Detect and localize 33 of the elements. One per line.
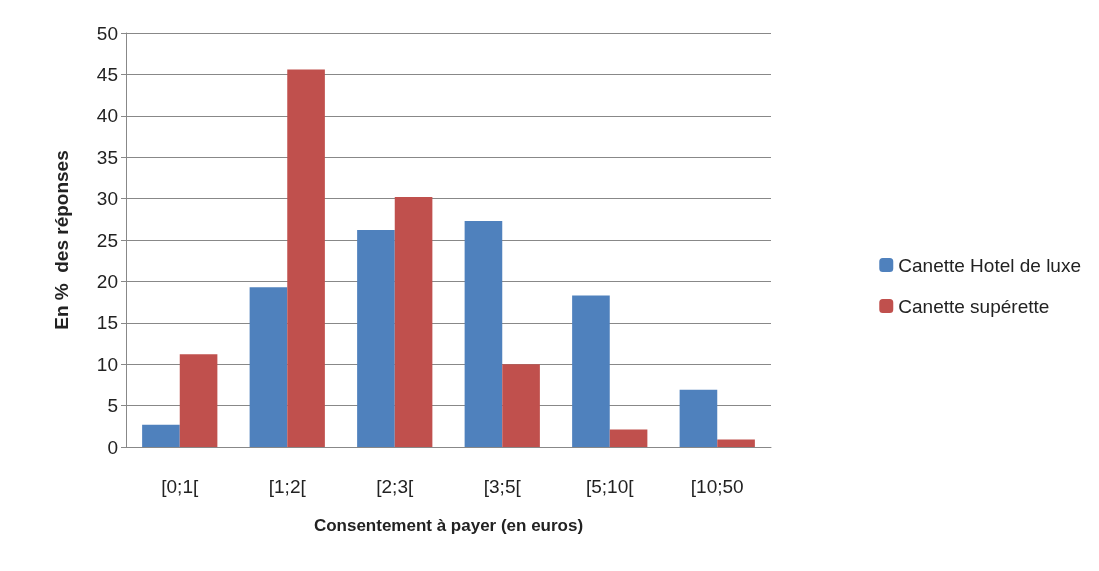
bar bbox=[502, 364, 540, 447]
bar bbox=[609, 429, 648, 447]
bar bbox=[679, 389, 718, 447]
bar bbox=[249, 287, 288, 447]
y-tick-label: 35 bbox=[96, 146, 118, 168]
bar bbox=[464, 220, 503, 447]
x-tick-label: [5;10[ bbox=[585, 476, 635, 497]
legend-label: Canette Hotel de luxe bbox=[898, 254, 1082, 276]
y-tick-label: 10 bbox=[96, 353, 118, 375]
bar bbox=[142, 424, 180, 447]
y-tick-label: 0 bbox=[107, 436, 118, 458]
bar bbox=[572, 295, 610, 447]
y-tick-label: 40 bbox=[96, 105, 118, 127]
y-tick-label: 15 bbox=[96, 312, 118, 334]
x-tick-label: [3;5[ bbox=[483, 476, 522, 497]
bar bbox=[179, 354, 218, 447]
y-tick-label: 30 bbox=[96, 188, 118, 210]
y-tick-label: 50 bbox=[96, 22, 118, 44]
y-tick-label: 5 bbox=[107, 395, 118, 417]
x-tick-label: [1;2[ bbox=[268, 476, 307, 497]
y-tick-label: 45 bbox=[96, 63, 118, 85]
bar bbox=[357, 230, 395, 447]
x-tick-label: [10;50 bbox=[690, 476, 744, 497]
x-tick-label: [2;3[ bbox=[376, 476, 414, 497]
bar bbox=[717, 439, 755, 447]
y-tick-label: 25 bbox=[96, 229, 118, 251]
bar bbox=[287, 69, 325, 447]
x-axis-title: Consentement à payer (en euros) bbox=[313, 516, 584, 535]
x-tick-label: [0;1[ bbox=[161, 476, 199, 497]
legend-label: Canette supérette bbox=[898, 295, 1050, 317]
bar bbox=[394, 196, 433, 447]
y-tick-label: 20 bbox=[96, 270, 118, 292]
y-axis-title: En % des réponses bbox=[51, 150, 72, 330]
